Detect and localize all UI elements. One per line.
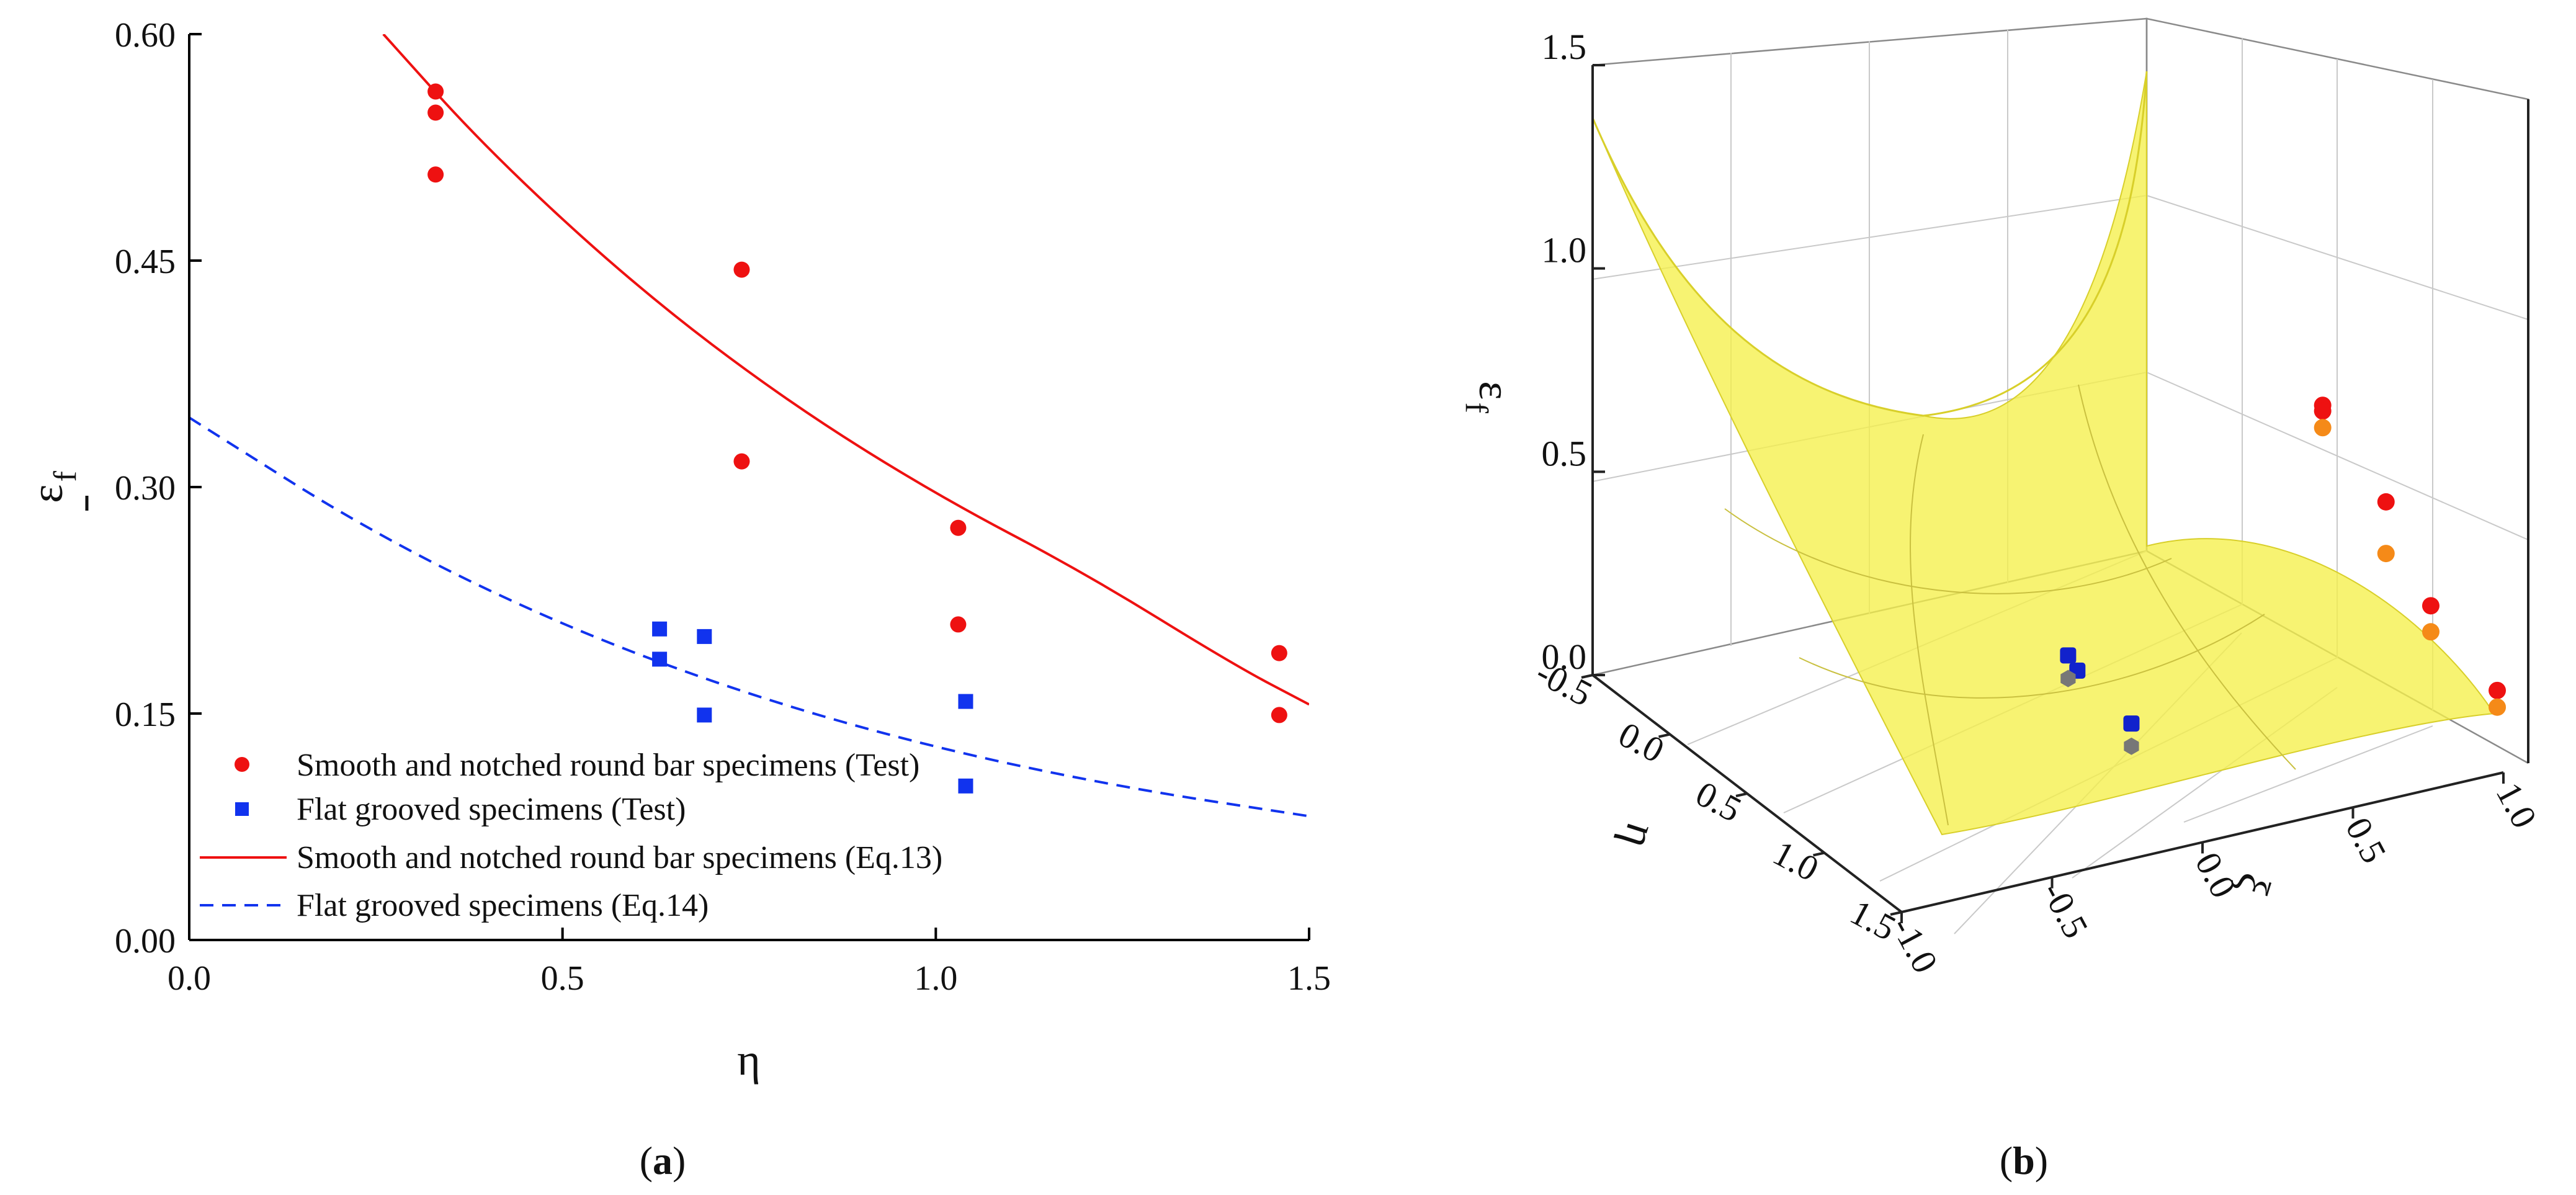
- panel-a-caption: (a): [640, 1139, 686, 1183]
- x-tick-label: 0.5: [541, 959, 584, 998]
- data-point-square: [958, 778, 973, 794]
- panel-a-data-points: [427, 83, 1287, 794]
- data-point-circle: [950, 519, 967, 536]
- legend-marker-round-test: [235, 757, 249, 772]
- panel-b-z-axis-label: εf: [1459, 381, 1519, 413]
- series-line-3: [189, 416, 1309, 818]
- panel-a-line-chart: 0.00 0.15 0.30 0.45 0.60 0.0 0.5 1.0 1.5 η εf S…: [22, 16, 1331, 1183]
- data-point-circle: [427, 104, 444, 121]
- x-tick-label: 0.0: [1612, 714, 1671, 771]
- y-tick-label: 0.15: [115, 696, 176, 734]
- panel-a-x-axis-label: η: [737, 1035, 761, 1085]
- z-tick-label: 1.5: [1542, 27, 1587, 67]
- panel-a-y-axis-label: εf: [22, 471, 89, 511]
- panel-a-x-ticks: 0.0 0.5 1.0 1.5: [168, 928, 1331, 998]
- data-point-circle: [427, 83, 444, 100]
- data-point-square: [697, 629, 712, 644]
- x-tick-mark: [1890, 911, 1902, 916]
- data-point-hexagon-3d: [2060, 669, 2076, 687]
- legend-label-flat-test: Flat grooved specimens (Test): [297, 792, 686, 827]
- x-tick-label: 1.0: [1766, 833, 1825, 889]
- panel-b-surface-rim: [1591, 71, 2148, 417]
- z-tick-label: 0.5: [1542, 433, 1587, 473]
- x-tick-mark: [1735, 792, 1748, 797]
- x-tick-label: 1.0: [914, 959, 957, 998]
- y-tick-label: 1.0: [2489, 776, 2545, 835]
- data-point-circle-3d: [2489, 681, 2507, 699]
- panel-b-surface-curve-1: [1724, 508, 2172, 594]
- data-point-square: [652, 621, 668, 637]
- y-tick-label: -0.5: [2034, 875, 2096, 945]
- legend-label-round-test: Smooth and notched round bar specimens (…: [297, 748, 919, 783]
- y-tick-label: 0.30: [115, 469, 176, 508]
- legend-marker-flat-test: [235, 802, 249, 816]
- x-tick-label: 0.5: [1689, 773, 1748, 830]
- data-point-circle: [733, 453, 750, 470]
- panel-b-surface-curve-4: [2078, 384, 2296, 770]
- data-point-circle-3d: [2314, 419, 2332, 437]
- panel-b-surface-curve-3: [1910, 434, 1949, 826]
- panel-b-fit-surface: [1592, 71, 2495, 836]
- panel-b-x-axis-label: η: [1612, 817, 1667, 855]
- y-tick-label: 0.45: [115, 243, 176, 281]
- data-point-square: [958, 694, 973, 709]
- legend-label-round-eq: Smooth and notched round bar specimens (…: [297, 840, 942, 875]
- data-point-hexagon-3d: [2124, 737, 2139, 755]
- panel-b-caption: (b): [2000, 1139, 2048, 1183]
- y-tick-label: 0.5: [2338, 811, 2394, 870]
- svg-text:εf: εf: [22, 471, 83, 503]
- data-point-square: [697, 707, 712, 723]
- x-tick-mark: [1658, 733, 1670, 738]
- panel-a-legend: Smooth and notched round bar specimens (…: [200, 748, 942, 923]
- panel-b-y-axis-label: ξ: [2227, 867, 2281, 902]
- data-point-square-3d: [2123, 715, 2140, 732]
- x-tick-label: -0.5: [1529, 652, 1599, 715]
- data-point-circle-3d: [2489, 698, 2507, 716]
- x-tick-label: 1.5: [1287, 959, 1331, 998]
- z-tick-label: 0.0: [1542, 637, 1587, 677]
- data-point-circle: [733, 261, 750, 278]
- panel-b-surface-curve-2: [1799, 614, 2265, 699]
- panel-a-fit-lines: [189, 34, 1309, 818]
- data-point-circle-3d: [2422, 597, 2440, 615]
- x-tick-mark: [1581, 674, 1593, 679]
- data-point-circle-3d: [2314, 402, 2332, 420]
- series-line-2: [382, 34, 1309, 706]
- data-point-circle: [1271, 707, 1287, 723]
- data-point-circle: [427, 166, 444, 183]
- panel-b-data-points: [2060, 396, 2507, 755]
- x-tick-mark: [1813, 851, 1825, 857]
- panel-b-3d-surface-chart: 0.00.51.01.5-0.50.00.51.01.5-1.0-0.50.00…: [1459, 17, 2545, 1183]
- y-tick-label: 0.00: [115, 922, 176, 960]
- panel-a-y-ticks: 0.00 0.15 0.30 0.45 0.60: [115, 16, 202, 960]
- data-point-circle: [950, 616, 967, 633]
- x-tick-label: 0.0: [168, 959, 211, 998]
- data-point-circle: [1271, 645, 1287, 661]
- svg-text:εf: εf: [1459, 381, 1519, 413]
- data-point-circle-3d: [2422, 623, 2440, 641]
- z-tick-label: 1.0: [1542, 230, 1587, 271]
- data-point-circle-3d: [2377, 545, 2395, 563]
- data-point-square-3d: [2060, 647, 2077, 664]
- data-point-square: [652, 651, 668, 667]
- y-tick-label: 0.60: [115, 16, 176, 55]
- legend-label-flat-eq: Flat grooved specimens (Eq.14): [297, 888, 709, 923]
- data-point-circle-3d: [2377, 493, 2395, 511]
